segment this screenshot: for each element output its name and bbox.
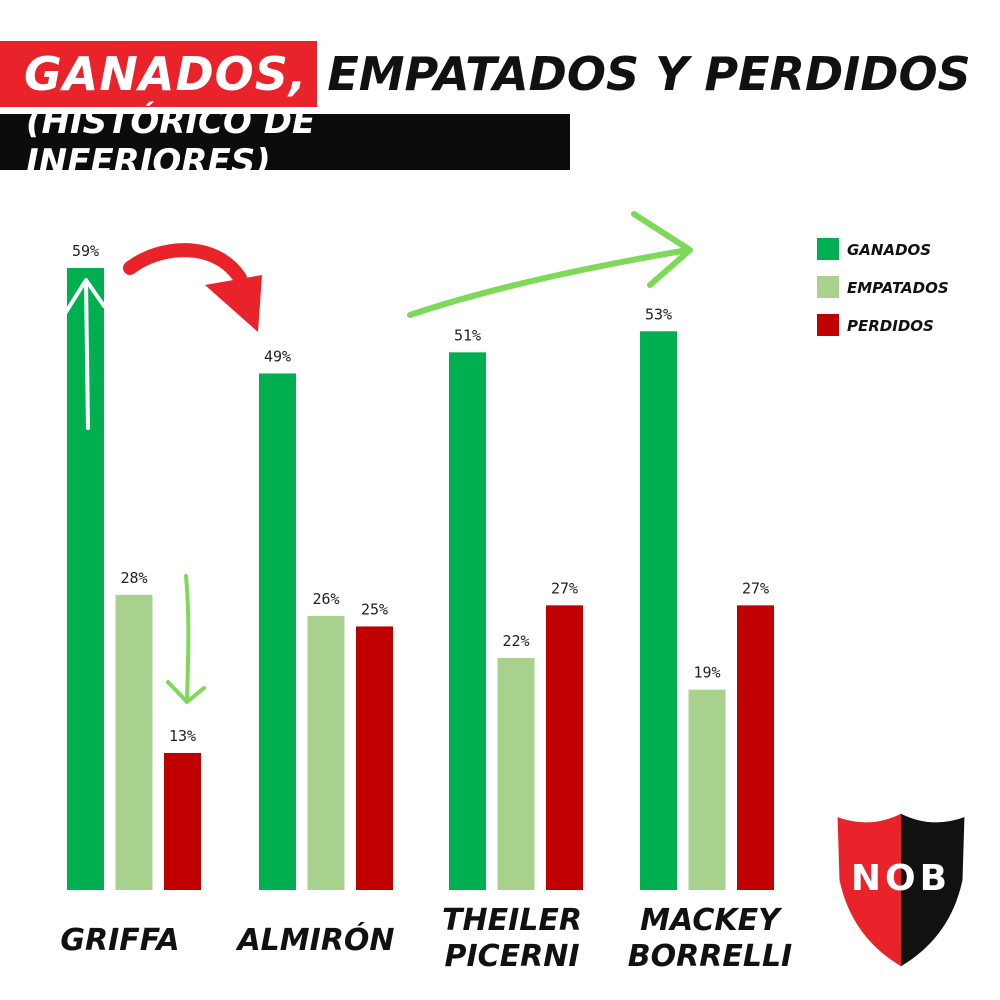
category-label-3-0: MACKEY	[640, 903, 783, 938]
data-label-ganados-0: 59%	[72, 242, 99, 260]
data-label-empatados-2: 22%	[502, 632, 529, 650]
green-up-arrow-icon	[64, 278, 106, 430]
crest-red-half	[836, 812, 901, 968]
data-label-perdidos-2: 27%	[551, 579, 578, 597]
legend-swatch-ganados	[817, 238, 839, 260]
category-label-2-1: PICERNI	[444, 939, 579, 974]
bar-empatados-1	[307, 615, 345, 890]
category-label-1-0: ALMIRÓN	[235, 921, 394, 958]
legend-label-perdidos: PERDIDOS	[847, 317, 934, 335]
bar-perdidos-1	[356, 626, 393, 890]
bar-perdidos-0	[164, 752, 201, 890]
bar-empatados-3	[688, 689, 726, 890]
data-label-empatados-3: 19%	[693, 664, 720, 682]
bar-ganados-3	[640, 331, 677, 890]
decorative-arrows	[64, 211, 693, 704]
title-line-1: GANADOS, EMPATADOS Y PERDIDOS	[0, 38, 971, 110]
subtitle: (HISTÓRICO DE INFERIORES)	[0, 102, 570, 182]
category-label-3-1: BORRELLI	[628, 939, 792, 974]
red-arrow-head-icon	[205, 275, 262, 332]
bar-empatados-2	[497, 658, 535, 890]
green-down-arrow-icon	[166, 574, 206, 704]
crest-black-half	[901, 812, 966, 968]
legend-swatch-empatados	[817, 276, 839, 298]
data-label-perdidos-0: 13%	[169, 727, 196, 745]
data-label-empatados-1: 26%	[312, 590, 339, 608]
legend-label-ganados: GANADOS	[847, 241, 931, 259]
red-curved-arrow-icon	[123, 243, 247, 285]
legend-swatch-perdidos	[817, 314, 839, 336]
data-label-perdidos-3: 27%	[742, 579, 769, 597]
bar-ganados-1	[259, 373, 296, 891]
crest-outline	[834, 810, 968, 970]
data-label-empatados-0: 28%	[120, 569, 147, 587]
bar-perdidos-3	[737, 605, 774, 890]
category-label-0-0: GRIFFA	[60, 923, 179, 958]
bar-empatados-0	[115, 594, 153, 890]
data-label-ganados-1: 49%	[264, 347, 291, 365]
crest-text: NOB	[851, 858, 951, 899]
legend: GANADOS EMPATADOS PERDIDOS	[817, 238, 949, 336]
bar-ganados-2	[449, 352, 486, 890]
title-rest: EMPATADOS Y PERDIDOS	[327, 47, 971, 101]
nob-crest-logo: NOB	[834, 810, 968, 970]
category-label-2-0: THEILER	[442, 903, 582, 938]
bar-perdidos-2	[546, 605, 583, 890]
bars-group: 59% 49% 51% 53% 28% 26% 22% 19% 13% 25% 27% 27%	[67, 242, 774, 891]
legend-label-empatados: EMPATADOS	[847, 279, 949, 297]
data-label-perdidos-1: 25%	[361, 600, 388, 618]
title-highlight: GANADOS,	[0, 41, 318, 107]
data-label-ganados-2: 51%	[454, 326, 481, 344]
data-label-ganados-3: 53%	[645, 305, 672, 323]
green-long-arrow-icon	[407, 211, 693, 318]
